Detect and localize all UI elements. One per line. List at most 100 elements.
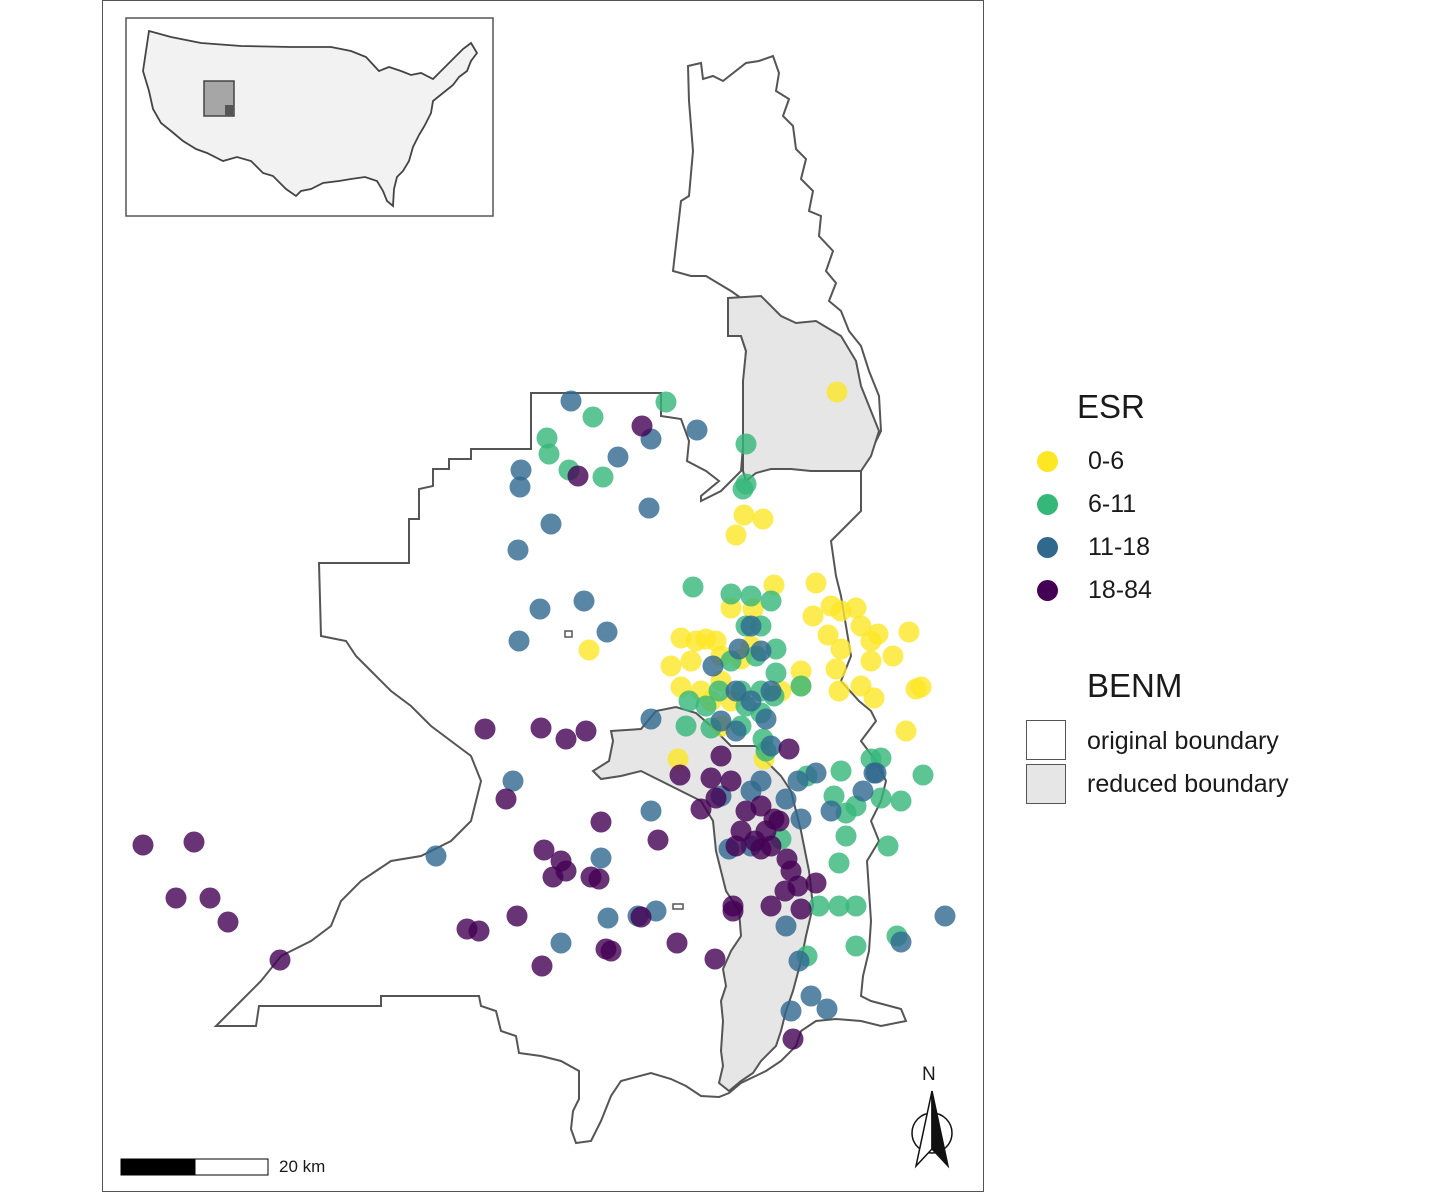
point-esr-18-84 [165,887,187,909]
esr-legend-title: ESR [1077,388,1145,425]
legend-label-6-11: 6-11 [1088,490,1137,518]
legend-box-reduced [1026,764,1066,804]
point-esr-18-84 [744,830,766,852]
point-esr-6-11 [732,478,754,500]
point-esr-6-11 [720,583,742,605]
point-esr-11-18 [787,770,809,792]
point-esr-11-18 [728,638,750,660]
point-esr-11-18 [865,762,887,784]
point-esr-18-84 [555,860,577,882]
point-esr-18-84 [555,728,577,750]
point-esr-18-84 [132,834,154,856]
point-esr-11-18 [890,931,912,953]
point-esr-6-11 [655,391,677,413]
legend-label-reduced: reduced boundary [1087,770,1289,798]
point-esr-18-84 [768,810,790,832]
point-esr-18-84 [567,465,589,487]
point-esr-11-18 [780,1000,802,1022]
point-esr-6-11 [790,675,812,697]
point-esr-18-84 [782,1028,804,1050]
point-esr-18-84 [704,948,726,970]
point-esr-18-84 [531,955,553,977]
point-esr-6-11 [765,662,787,684]
point-esr-11-18 [775,788,797,810]
point-esr-11-18 [640,708,662,730]
point-esr-0-6 [826,381,848,403]
point-esr-11-18 [590,847,612,869]
point-esr-0-6 [882,645,904,667]
point-esr-18-84 [750,795,772,817]
point-esr-11-18 [560,390,582,412]
point-esr-6-11 [845,895,867,917]
point-esr-11-18 [550,932,572,954]
point-esr-0-6 [667,748,689,770]
point-esr-11-18 [725,680,747,702]
point-esr-11-18 [425,845,447,867]
inset-map [125,17,494,217]
legend-label-0-6: 0-6 [1088,447,1125,475]
legend-box-original [1026,720,1066,760]
point-esr-0-6 [895,720,917,742]
north-label: N [922,1064,936,1085]
esr-points [132,381,956,1050]
point-esr-0-6 [860,650,882,672]
point-esr-18-84 [600,940,622,962]
point-esr-0-6 [752,508,774,530]
point-esr-11-18 [750,640,772,662]
point-esr-18-84 [630,906,652,928]
point-esr-18-84 [705,787,727,809]
point-esr-6-11 [536,427,558,449]
point-esr-6-11 [830,760,852,782]
point-esr-0-6 [790,660,812,682]
point-esr-18-84 [790,898,812,920]
point-esr-11-18 [852,780,874,802]
point-esr-0-6 [763,574,785,596]
point-esr-18-84 [217,911,239,933]
point-esr-11-18 [510,459,532,481]
point-esr-18-84 [722,900,744,922]
point-esr-18-84 [588,868,610,890]
original-boundary [213,54,908,1145]
point-esr-18-84 [690,798,712,820]
map-panel: 20 km N [102,0,984,1192]
point-esr-11-18 [760,680,782,702]
point-esr-0-6 [725,524,747,546]
north-arrow-icon [911,1090,953,1169]
point-esr-6-11 [592,466,614,488]
point-esr-0-6 [910,676,932,698]
point-esr-0-6 [825,658,847,680]
point-esr-18-84 [530,717,552,739]
point-esr-6-11 [582,406,604,428]
legend-dot-11-18 [1037,537,1058,558]
point-esr-18-84 [669,764,691,786]
point-esr-11-18 [686,419,708,441]
point-esr-6-11 [760,590,782,612]
point-esr-6-11 [538,443,560,465]
point-esr-11-18 [540,513,562,535]
point-esr-11-18 [805,762,827,784]
map-canvas [120,17,956,1176]
point-esr-11-18 [702,655,724,677]
point-esr-11-18 [529,598,551,620]
point-esr-11-18 [740,780,762,802]
point-esr-11-18 [800,985,822,1007]
usa-locator-map [142,29,479,208]
point-esr-6-11 [828,895,850,917]
point-esr-0-6 [802,605,824,627]
point-esr-18-84 [787,875,809,897]
legend-label-11-18: 11-18 [1088,533,1151,561]
point-esr-18-84 [590,811,612,833]
point-esr-18-84 [474,718,496,740]
point-esr-6-11 [740,585,762,607]
point-esr-11-18 [934,905,956,927]
point-esr-11-18 [507,539,529,561]
point-esr-11-18 [502,770,524,792]
benm-legend-title: BENM [1087,667,1183,704]
point-esr-0-6 [830,638,852,660]
point-esr-11-18 [596,621,618,643]
point-esr-0-6 [898,621,920,643]
point-esr-11-18 [638,497,660,519]
point-esr-6-11 [890,790,912,812]
point-esr-18-84 [805,872,827,894]
point-esr-18-84 [199,887,221,909]
